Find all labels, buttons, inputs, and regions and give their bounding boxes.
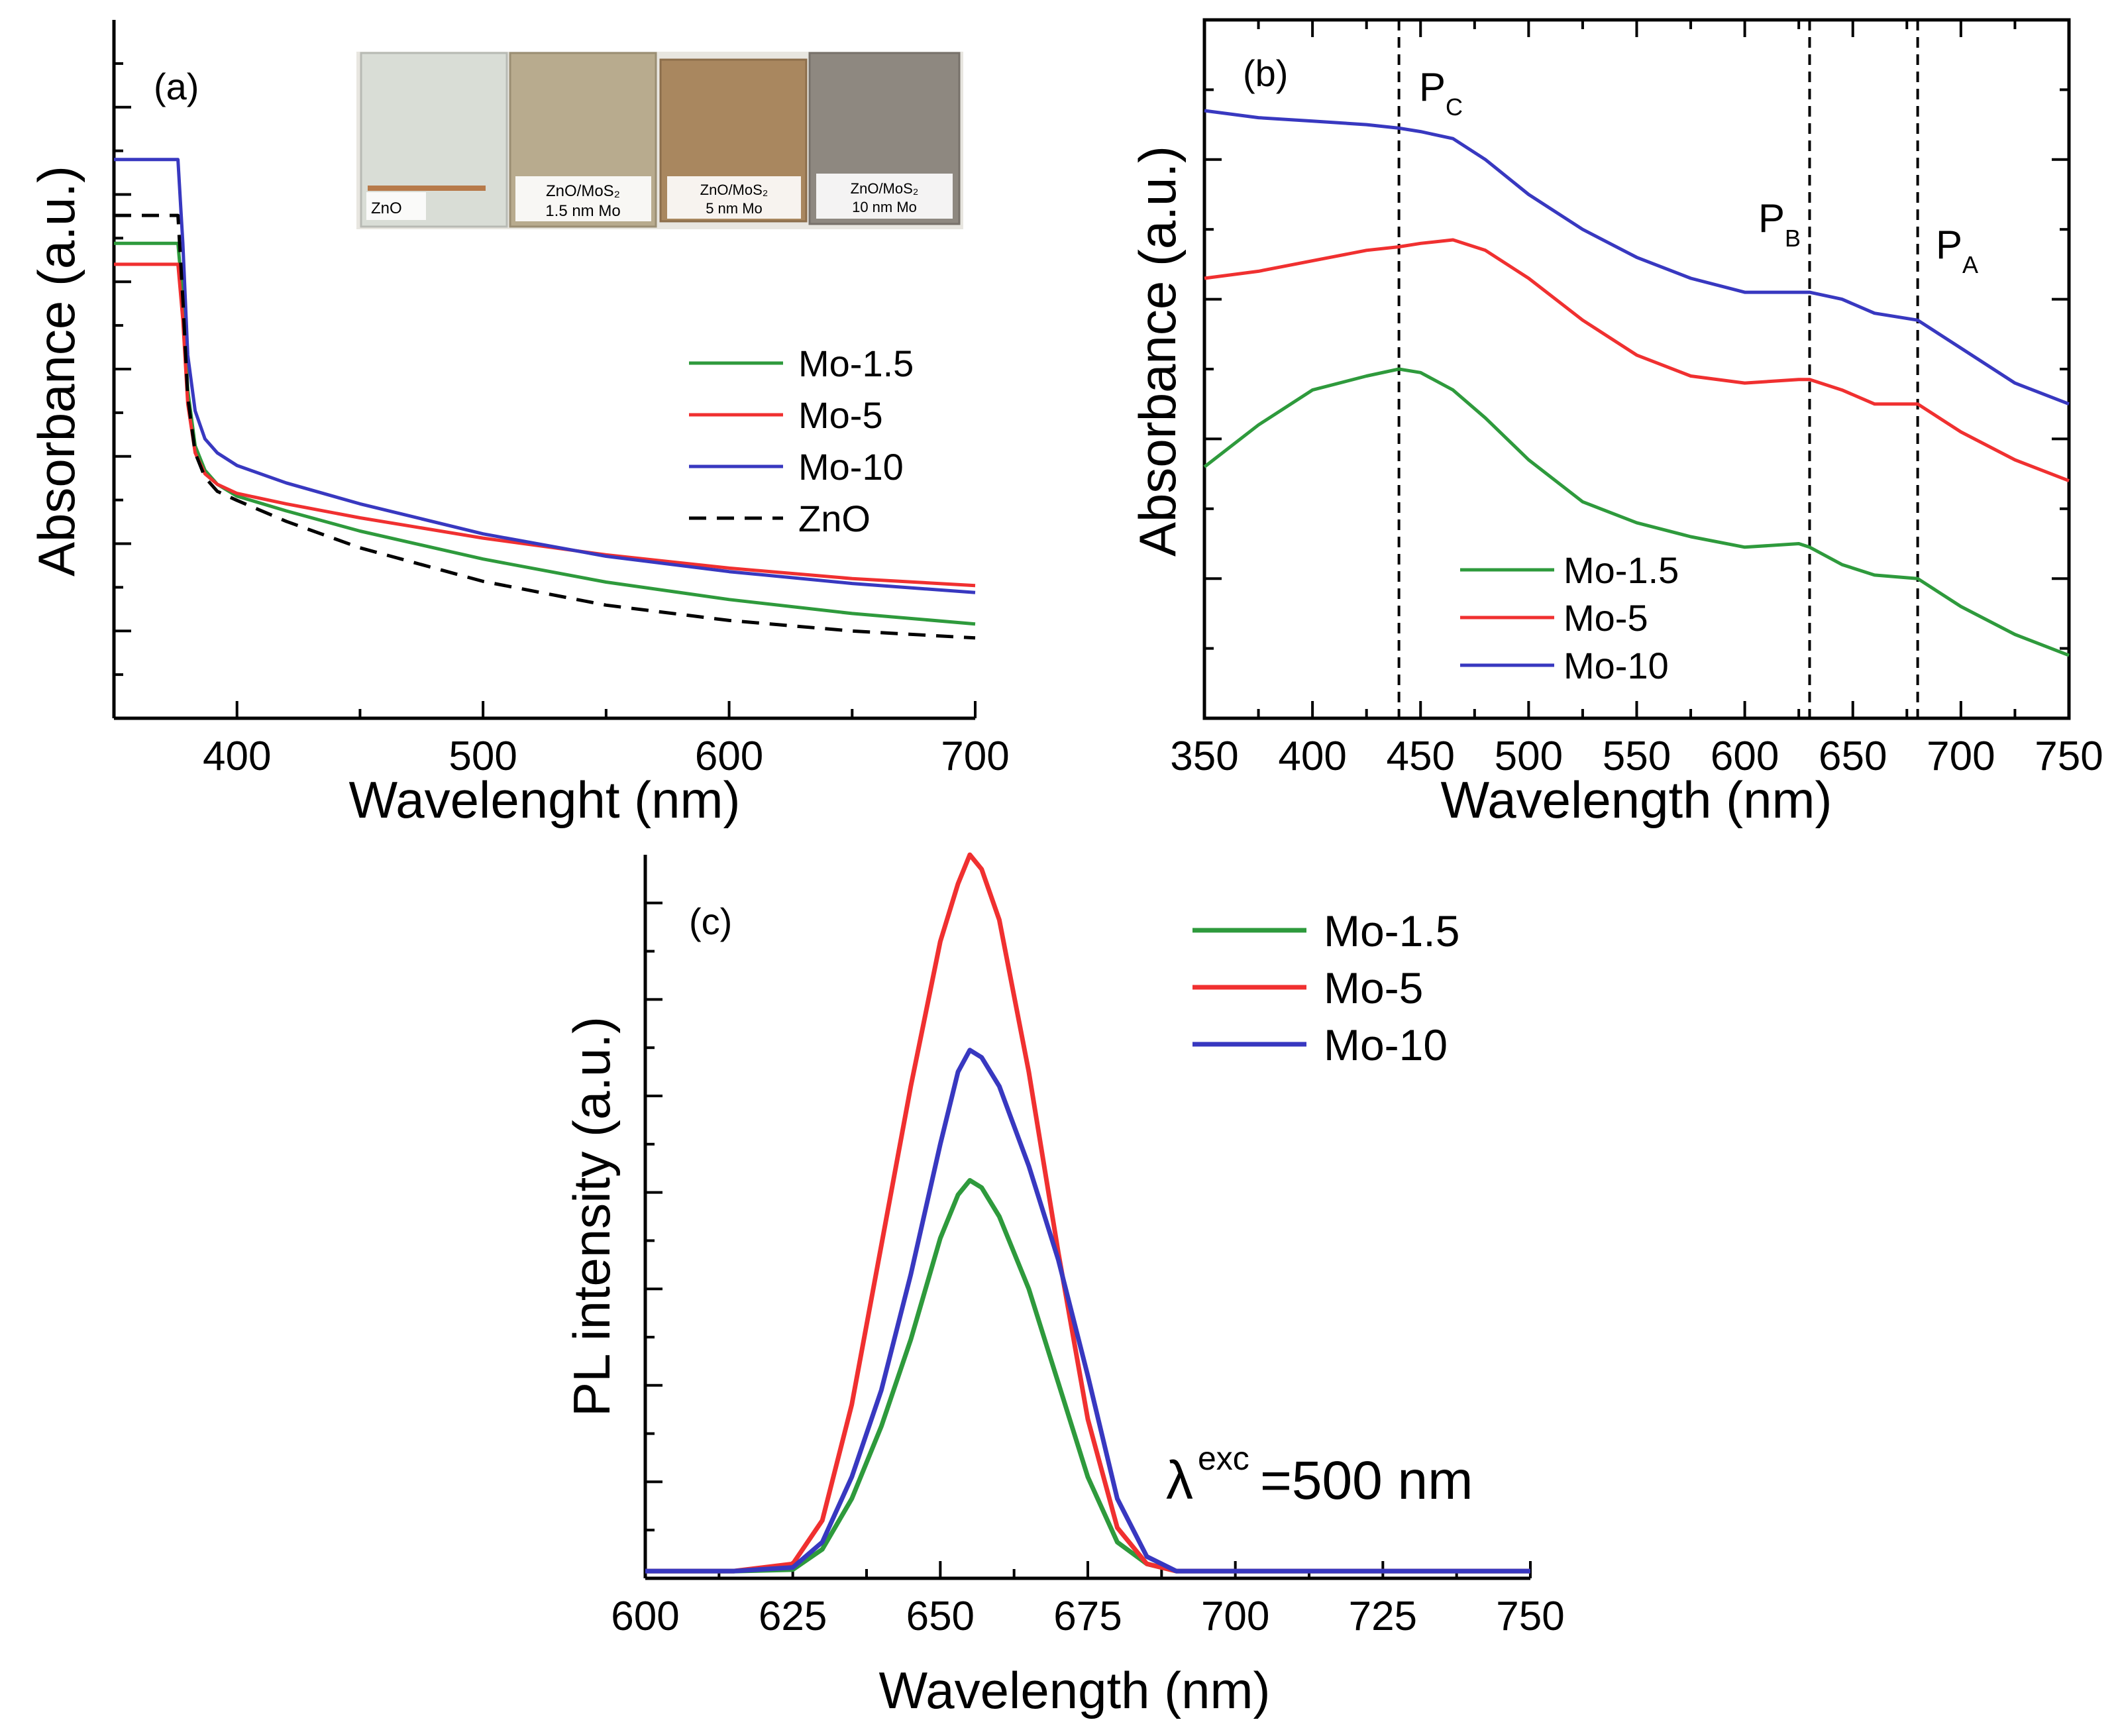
- legend-c-label-mo-10: Mo-10: [1324, 1020, 1448, 1069]
- inset-label-zno: ZnO: [371, 199, 402, 217]
- inset-label-5: ZnO/MoS₂: [851, 180, 919, 197]
- panel-a-marks: 400 500 600 700: [113, 62, 1010, 779]
- panel-b-series-mo-1-5: [1203, 367, 2070, 657]
- panel-c-marks: 600 625 650 675 700 725 750: [611, 852, 1565, 1639]
- panel-b-xtick-label: 500: [1495, 733, 1563, 779]
- panel-b-ylabel: Absorbance (a.u.): [1128, 146, 1187, 557]
- panel-b-xlabel: Wavelength (nm): [1441, 771, 1832, 829]
- legend-c-label-mo-5: Mo-5: [1324, 963, 1423, 1012]
- inset-label-1: ZnO/MoS₂: [546, 182, 620, 200]
- peak-label-pa: P A: [1936, 223, 1978, 278]
- panel-a-series-mo-10: [114, 158, 976, 594]
- panel-c-xtick-label: 675: [1053, 1594, 1122, 1639]
- panel-b-xtick-label: 550: [1603, 733, 1671, 779]
- inset-label-4: 5 nm Mo: [706, 200, 763, 217]
- panel-b-xtick-label: 700: [1927, 733, 1995, 779]
- svg-text:P: P: [1758, 196, 1785, 241]
- panel-a-series-zno: [114, 213, 976, 640]
- panel-a-xtick-label: 700: [941, 733, 1009, 779]
- inset-label-2: 1.5 nm Mo: [545, 202, 620, 220]
- svg-text:B: B: [1785, 225, 1801, 252]
- panel-c-xlabel: Wavelength (nm): [879, 1661, 1271, 1719]
- panel-b-legend: Mo-1.5 Mo-5 Mo-10: [1460, 549, 1679, 686]
- legend-a-label-mo-10: Mo-10: [798, 446, 904, 488]
- svg-text:λ: λ: [1166, 1450, 1193, 1511]
- legend-b-label-mo-5: Mo-5: [1563, 597, 1648, 639]
- legend-c-label-mo-1-5: Mo-1.5: [1324, 906, 1459, 955]
- inset-label-3: ZnO/MoS₂: [700, 182, 768, 198]
- panel-c-ylabel: PL intensity (a.u.): [562, 1016, 621, 1417]
- panel-c-xtick-label: 600: [611, 1594, 679, 1639]
- panel-c-legend: Mo-1.5 Mo-5 Mo-10: [1192, 906, 1459, 1069]
- panel-c-xtick-label: 625: [759, 1594, 827, 1639]
- panel-b-xtick-label: 650: [1819, 733, 1887, 779]
- panel-a-legend: Mo-1.5 Mo-5 Mo-10 ZnO: [689, 343, 914, 539]
- panel-c: 600 625 650 675 700 725 750 (c) Mo-1.5 Mo-5 Mo…: [562, 852, 1565, 1719]
- excitation-annotation: λ exc =500 nm: [1166, 1440, 1473, 1511]
- panel-b-series-mo-10: [1204, 109, 2070, 406]
- svg-text:P: P: [1419, 65, 1446, 109]
- panel-b-marks: 350 400 450 500 550 600 650 700 750: [1170, 20, 2103, 779]
- peak-label-pb: P B: [1758, 196, 1801, 252]
- panel-a: 400 500 600 700 (a) ZnO ZnO/MoS₂ 1.5 nm Mo …: [27, 20, 1010, 829]
- inset-label-6: 10 nm Mo: [852, 199, 917, 215]
- legend-a-label-mo-5: Mo-5: [798, 394, 883, 436]
- panel-b-xtick-label: 750: [2035, 733, 2103, 779]
- panel-a-xtick-label: 600: [695, 733, 763, 779]
- panel-a-label: (a): [154, 66, 199, 107]
- svg-text:A: A: [1962, 251, 1978, 278]
- svg-text:exc: exc: [1198, 1440, 1249, 1477]
- panel-a-inset-photo: ZnO ZnO/MoS₂ 1.5 nm Mo ZnO/MoS₂ 5 nm Mo …: [356, 52, 963, 229]
- panel-b: 350 400 450 500 550 600 650 700 750 (b) P C P B …: [1128, 18, 2103, 829]
- legend-b-label-mo-10: Mo-10: [1563, 645, 1669, 686]
- panel-c-xtick-label: 650: [906, 1594, 975, 1639]
- panel-b-xtick-label: 450: [1387, 733, 1455, 779]
- legend-a-label-mo-1-5: Mo-1.5: [798, 343, 914, 384]
- panel-a-xtick-label: 500: [449, 733, 517, 779]
- panel-a-xtick-label: 400: [203, 733, 271, 779]
- panel-c-xtick-label: 700: [1201, 1594, 1269, 1639]
- legend-a-label-zno: ZnO: [798, 498, 871, 539]
- panel-b-label: (b): [1243, 52, 1288, 94]
- panel-a-xlabel: Wavelenght (nm): [349, 771, 741, 829]
- peak-label-pc: P C: [1419, 65, 1463, 121]
- panel-c-xtick-label: 750: [1496, 1594, 1564, 1639]
- panel-c-series-mo-10: [645, 1048, 1530, 1574]
- svg-text:P: P: [1936, 223, 1962, 267]
- panel-c-xtick-label: 725: [1349, 1594, 1417, 1639]
- svg-text:C: C: [1446, 93, 1463, 121]
- panel-a-ylabel: Absorbance (a.u.): [27, 166, 85, 576]
- panel-a-series-mo-5: [114, 262, 976, 588]
- panel-b-series-mo-5: [1204, 238, 2070, 482]
- svg-text:=500 nm: =500 nm: [1260, 1450, 1473, 1511]
- legend-b-label-mo-1-5: Mo-1.5: [1563, 549, 1679, 591]
- panel-b-xtick-label: 600: [1711, 733, 1779, 779]
- panel-c-label: (c): [689, 900, 732, 942]
- panel-b-xtick-label: 350: [1170, 733, 1238, 779]
- panel-b-xtick-label: 400: [1278, 733, 1346, 779]
